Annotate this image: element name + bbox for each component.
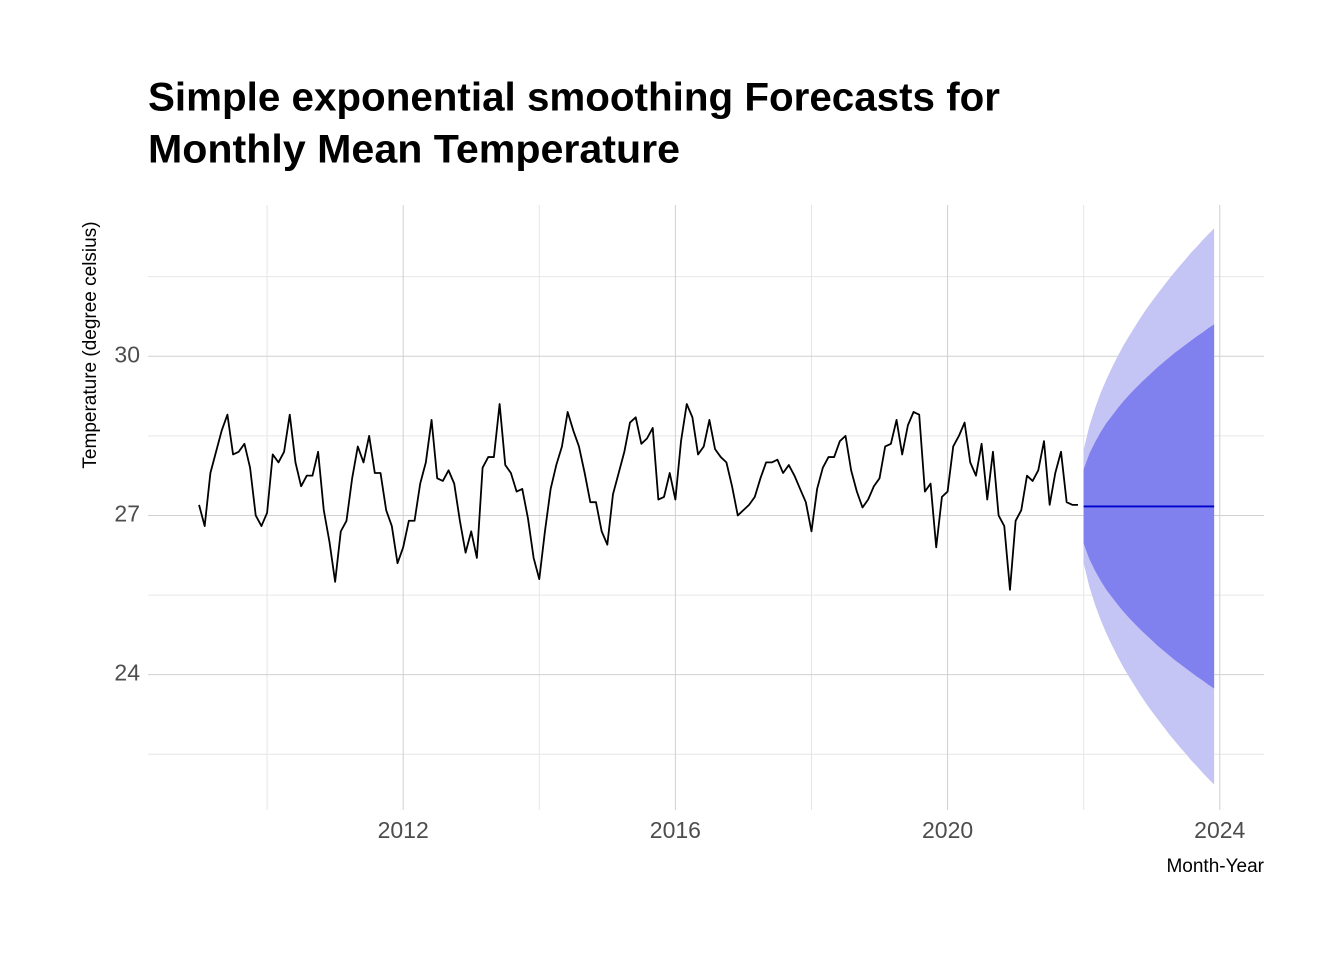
x-tick-label: 2020 — [922, 817, 973, 843]
y-tick-label: 30 — [114, 341, 140, 367]
y-tick-label: 24 — [114, 660, 140, 686]
chart-title: Monthly Mean Temperature — [148, 128, 680, 172]
y-axis-title: Temperature (degree celsius) — [80, 221, 101, 468]
plot-area — [198, 228, 1215, 785]
x-tick-label: 2016 — [650, 817, 701, 843]
series-line — [198, 403, 1079, 591]
x-axis-title: Month-Year — [1166, 856, 1264, 877]
x-tick-label: 2012 — [378, 817, 429, 843]
grid — [148, 205, 1264, 810]
x-tick-label: 2024 — [1194, 817, 1245, 843]
y-tick-label: 27 — [114, 501, 140, 527]
chart-title: Simple exponential smoothing Forecasts f… — [148, 76, 1000, 120]
